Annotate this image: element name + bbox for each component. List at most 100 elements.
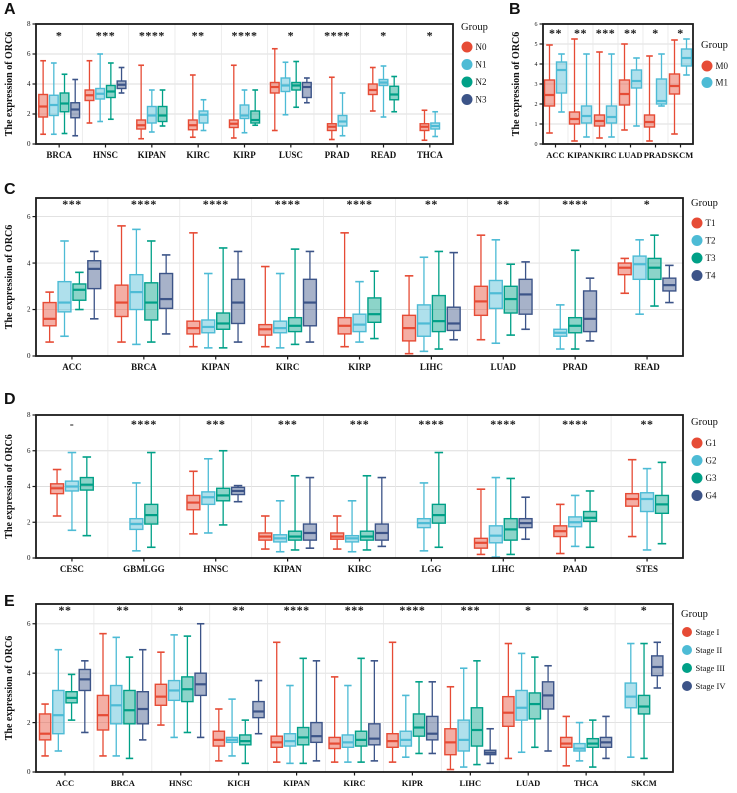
- x-label-HNSC: HNSC: [203, 564, 228, 574]
- box-GBMLGG-G3: [144, 451, 159, 549]
- panel-b: B ** ACC ** KIPAN *** KIRC ** LUAD * PRAD * SKCM 0 1 2…: [505, 0, 737, 180]
- box-HNSC-Stage III: [181, 635, 194, 734]
- box-KIPAN-G4: [302, 476, 318, 549]
- legend-title: Group: [681, 609, 708, 620]
- x-label-KIRC: KIRC: [276, 362, 300, 372]
- legend-label-G1: G1: [706, 438, 717, 448]
- x-label-PAAD: PAAD: [563, 564, 588, 574]
- significance-LIHC: **: [425, 197, 438, 211]
- category-SKCM: [668, 38, 693, 135]
- box-PRAD-T2: [553, 304, 568, 350]
- significance-LUAD: **: [497, 197, 510, 211]
- box-READ-N1: [378, 65, 389, 118]
- significance-LIHC: ***: [461, 603, 481, 617]
- box-THCA-Stage II: [573, 721, 586, 762]
- box-LUSC-N1: [280, 61, 291, 116]
- box-LUSC-N3: [301, 77, 312, 104]
- box-HNSC-Stage I: [154, 651, 168, 726]
- y-tick-label: 0: [27, 554, 31, 562]
- x-label-SKCM: SKCM: [631, 778, 657, 788]
- box-LIHC-Stage I: [444, 685, 457, 771]
- box-KIRC-T4: [302, 250, 318, 343]
- box-PAAD-G3: [582, 490, 598, 549]
- significance-PRAD: ****: [562, 197, 588, 211]
- legend-dot-T3: [691, 252, 703, 264]
- legend-dot-G4: [691, 490, 703, 501]
- box-THCA-N1: [430, 110, 441, 138]
- legend-label-T1: T1: [706, 218, 716, 228]
- box-LIHC-T1: [401, 275, 417, 355]
- box-STES-G1: [625, 458, 640, 538]
- box-READ-T1: [617, 257, 632, 295]
- x-label-THCA: THCA: [574, 778, 599, 788]
- box-BRCA-N3: [70, 78, 81, 137]
- significance-BRCA: *: [56, 29, 63, 43]
- box-KICH-Stage I: [212, 708, 226, 762]
- box-KICH-Stage II: [225, 698, 239, 757]
- significance-THCA: *: [583, 603, 590, 617]
- legend-dot-Stage I: [682, 627, 692, 637]
- legend: Group G1 G2 G3 G4: [691, 417, 718, 501]
- significance-KIRC: ***: [345, 603, 365, 617]
- category-KIRC: [330, 474, 389, 553]
- category-LUAD: [618, 43, 643, 131]
- box-KIRC-G4: [374, 476, 389, 548]
- significance-CESC: -: [70, 417, 75, 431]
- top-row: A * BRCA *** HNSC **** KIPAN ** KIRC **** KIRP * LU…: [0, 0, 737, 180]
- category-HNSC: [154, 622, 207, 739]
- legend-label-Stage IV: Stage IV: [696, 681, 727, 691]
- box-HNSC-Stage II: [167, 634, 181, 739]
- x-label-STES: STES: [636, 564, 658, 574]
- legend: Group Stage I Stage II Stage III Stage IV: [681, 609, 726, 691]
- box-THCA-Stage III: [586, 719, 600, 768]
- category-STES: [625, 458, 670, 551]
- y-tick-label: 2: [27, 110, 31, 118]
- y-tick-label: 2: [27, 719, 31, 727]
- category-ACC: [543, 44, 568, 134]
- category-PRAD: [553, 249, 598, 350]
- category-BRCA: [114, 225, 174, 346]
- box-KIPAN-Stage III: [296, 657, 310, 765]
- legend-label-N1: N1: [476, 60, 487, 70]
- box-KIPAN-T1: [186, 232, 201, 348]
- x-label-READ: READ: [634, 362, 660, 372]
- legend-label-N3: N3: [476, 95, 487, 105]
- y-tick-label: 6: [27, 213, 31, 221]
- box-LUAD-Stage I: [502, 642, 515, 760]
- box-LUAD-M0: [618, 43, 631, 131]
- box-KIRC-T2: [273, 272, 288, 349]
- legend-title: Group: [701, 40, 728, 51]
- significance-ACC: **: [58, 603, 71, 617]
- x-label-LUAD: LUAD: [491, 362, 517, 372]
- box-KIPAN-N2: [157, 89, 168, 127]
- y-tick-label: 0: [27, 352, 31, 360]
- category-PRAD: [326, 76, 348, 141]
- box-LIHC-Stage IV: [483, 727, 497, 765]
- y-tick-label: 2: [535, 102, 538, 108]
- box-KIPAN-G1: [258, 515, 273, 550]
- legend-dot-N1: [461, 59, 473, 70]
- box-HNSC-G1: [186, 470, 201, 535]
- legend-label-G4: G4: [706, 491, 717, 501]
- box-BRCA-Stage I: [96, 632, 110, 757]
- box-KIRC-G1: [330, 515, 345, 550]
- box-LUAD-T1: [473, 234, 489, 341]
- box-BRCA-Stage III: [123, 656, 136, 760]
- x-label-KIPAN: KIPAN: [273, 564, 302, 574]
- box-KIRP-N1: [239, 89, 250, 134]
- legend-label-Stage III: Stage III: [696, 663, 726, 673]
- category-LIHC: [444, 660, 497, 771]
- category-HNSC: [84, 53, 127, 124]
- category-THCA: [419, 109, 441, 142]
- box-LIHC-T2: [416, 256, 432, 353]
- panel-a: A * BRCA *** HNSC **** KIPAN ** KIRC **** KIRP * LU…: [0, 0, 505, 180]
- box-KIPAN-Stage II: [283, 684, 297, 765]
- legend-label-T4: T4: [706, 271, 716, 281]
- legend-title: Group: [691, 417, 718, 428]
- category-LUAD: [473, 234, 533, 345]
- box-LUAD-Stage IV: [541, 664, 555, 752]
- box-PRAD-N1: [337, 92, 348, 137]
- x-label-ACC: ACC: [56, 778, 74, 788]
- legend: Group M0 M1: [701, 40, 729, 88]
- significance-PRAD: *: [652, 26, 659, 40]
